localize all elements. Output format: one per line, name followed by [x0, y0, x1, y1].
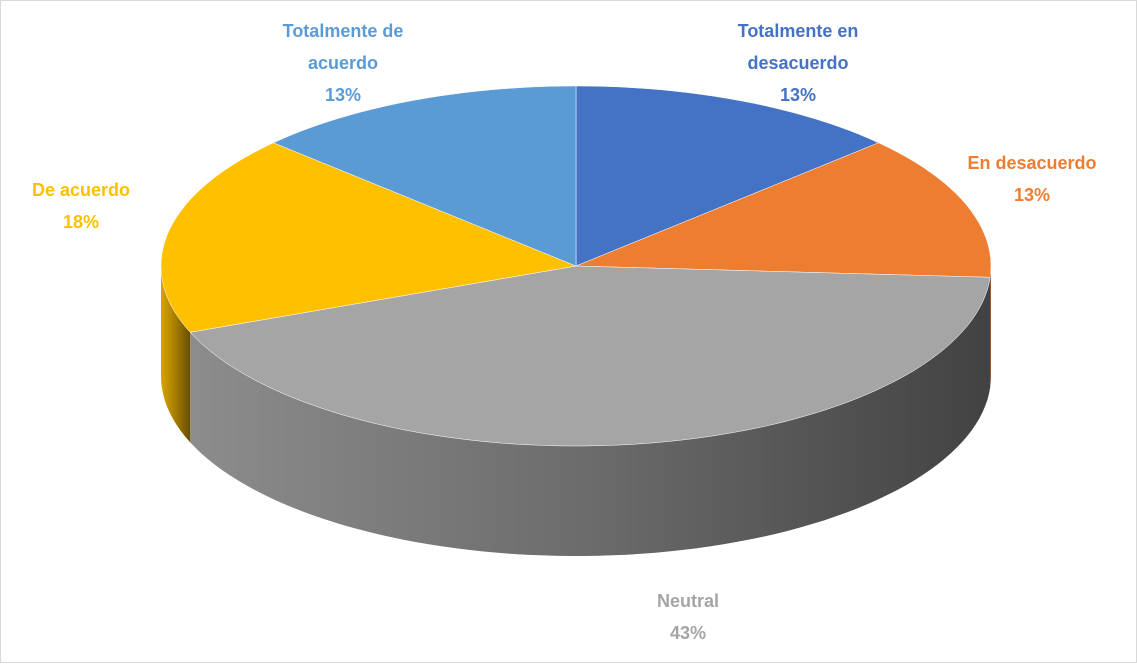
slice: [189, 265, 991, 447]
data-label: Totalmente en desacuerdo 13%: [698, 15, 898, 111]
slice: [575, 142, 992, 278]
data-label: Totalmente de acuerdo 13%: [243, 15, 443, 111]
label-value: 13%: [779, 85, 817, 105]
label-name: De acuerdo: [31, 180, 131, 200]
side-shade: [190, 277, 991, 556]
label-value: 13%: [324, 85, 362, 105]
side-shade: [990, 266, 991, 388]
slice: [575, 85, 880, 267]
label-name: En desacuerdo: [967, 153, 1097, 173]
slice: [160, 142, 577, 333]
data-label: En desacuerdo 13%: [932, 147, 1132, 211]
label-value: 13%: [1013, 185, 1051, 205]
slice: [272, 85, 577, 267]
label-name: Totalmente en desacuerdo: [737, 21, 859, 73]
label-name: Totalmente de acuerdo: [282, 21, 404, 73]
data-label: Neutral 43%: [588, 585, 788, 649]
label-value: 43%: [669, 623, 707, 643]
side-shade: [161, 266, 191, 443]
label-name: Neutral: [656, 591, 719, 611]
label-value: 18%: [62, 212, 100, 232]
data-label: De acuerdo 18%: [0, 174, 181, 238]
